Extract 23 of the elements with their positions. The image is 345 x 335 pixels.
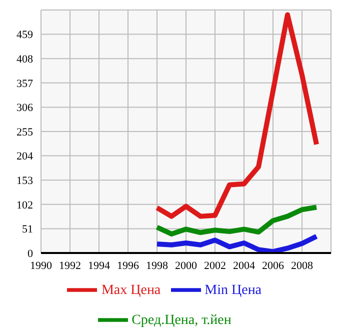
x-tick-label: 1990 [30,260,52,272]
y-tick-label: 51 [22,224,33,236]
legend-label: Min Цена [204,282,262,298]
y-tick-label: 0 [28,248,34,260]
y-tick-label: 102 [16,199,33,212]
legend-label: Max Цена [101,282,161,298]
x-tick-label: 2004 [233,260,256,272]
y-tick-label: 204 [16,150,34,163]
y-tick-label: 153 [16,175,34,188]
x-tick-label: 2000 [175,260,198,272]
x-tick-label: 2002 [204,260,226,272]
y-tick-label: 408 [16,54,34,66]
x-tick-label: 2008 [291,260,314,272]
x-tick-label: 1994 [88,260,110,272]
y-tick-label: 459 [16,29,34,42]
x-tick-label: 2006 [262,260,284,272]
legend-label: Сред.Цена, т.йен [132,312,232,328]
x-tick-label: 1998 [146,260,168,272]
y-tick-label: 255 [16,126,34,138]
y-tick-label: 357 [16,78,34,90]
x-tick-label: 1992 [59,260,81,272]
x-tick-label: 1996 [117,260,140,272]
y-tick-label: 306 [16,102,34,114]
